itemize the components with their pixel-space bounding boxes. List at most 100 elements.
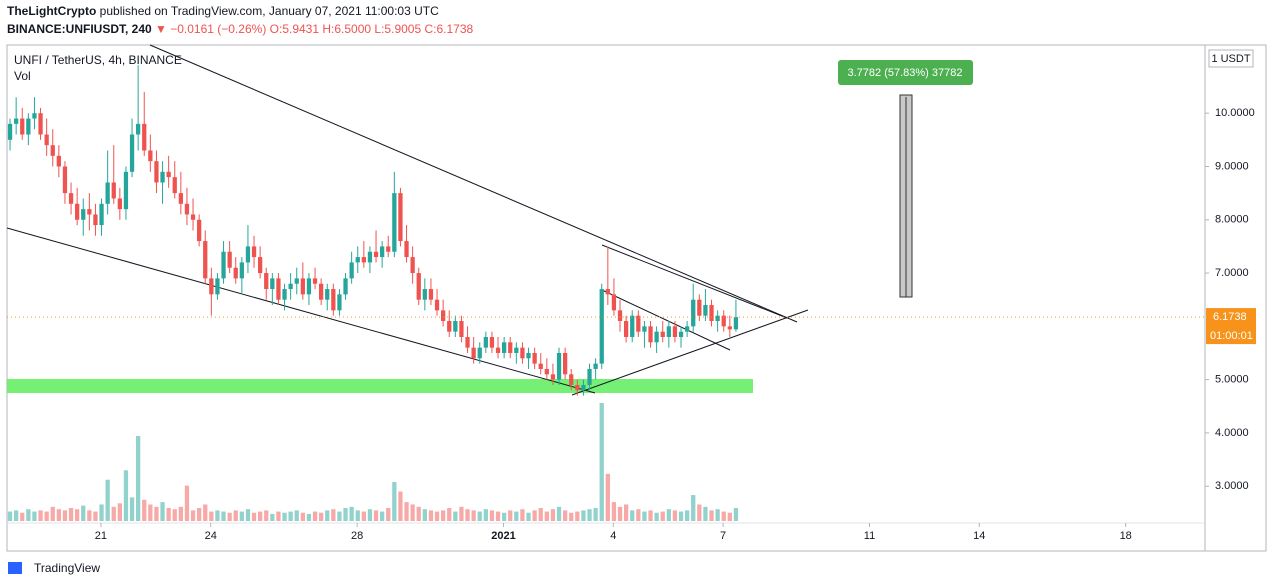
candle-body: [691, 299, 696, 327]
candle-body: [117, 198, 122, 210]
author: TheLightCrypto: [7, 4, 97, 18]
candle-body: [270, 278, 275, 290]
candle-body: [276, 278, 281, 300]
volume-bar: [349, 506, 354, 521]
volume-bar: [32, 511, 37, 521]
volume-bar: [282, 512, 287, 521]
volume-bar: [392, 482, 397, 521]
candle-body: [56, 155, 61, 167]
candle-body: [569, 374, 574, 385]
volume-bar: [148, 504, 153, 521]
chart-frame: [6, 44, 1267, 552]
candle-body: [538, 363, 543, 369]
candle-body: [215, 278, 220, 295]
candle-body: [386, 246, 391, 252]
support-zone: [7, 379, 753, 393]
candle-body: [501, 342, 507, 353]
candle-body: [630, 315, 635, 337]
candle-body: [251, 246, 257, 258]
header-line: TheLightCrypto published on TradingView.…: [7, 4, 439, 18]
volume-bar: [38, 510, 43, 521]
volume-bar: [361, 511, 366, 521]
candle-body: [380, 246, 385, 258]
candle-body: [678, 331, 684, 337]
volume-bar: [532, 510, 537, 521]
trendline: [601, 289, 731, 351]
candle-body: [514, 347, 519, 353]
volume-bar: [123, 470, 129, 521]
y-tick-label: 10.0000: [1215, 107, 1255, 119]
candle-body: [508, 342, 513, 353]
candle-body: [727, 326, 732, 330]
volume-bar: [422, 509, 427, 521]
measure-box: [838, 60, 973, 85]
volume-bar: [538, 508, 543, 521]
volume-bar: [166, 508, 171, 521]
volume-bar: [154, 506, 159, 521]
volume-bar: [508, 510, 513, 521]
candle-body: [14, 118, 19, 124]
candle-body: [148, 150, 153, 162]
candle-body: [221, 251, 226, 279]
volume-bar: [56, 509, 61, 521]
volume-bar: [172, 509, 177, 521]
volume-bar: [178, 506, 183, 521]
candle-body: [331, 289, 336, 311]
candle-body: [81, 209, 86, 220]
y-tick-label: 3.0000: [1215, 480, 1249, 492]
volume-bar: [197, 508, 202, 521]
volume-bar: [117, 503, 122, 521]
candle-body: [495, 347, 501, 353]
candle-body: [337, 294, 342, 311]
candle-body: [184, 203, 190, 215]
brand: TradingView: [34, 561, 100, 575]
volume-bar: [184, 485, 190, 521]
volume-bar: [605, 473, 610, 521]
trendline: [601, 244, 788, 319]
volume-bar: [209, 511, 214, 521]
candle-body: [642, 326, 647, 332]
candle-body: [392, 193, 397, 252]
volume-bar: [648, 510, 653, 521]
candle-body: [666, 326, 671, 337]
candle-body: [190, 214, 196, 220]
volume-bar: [623, 504, 629, 521]
volume-bar: [581, 510, 586, 521]
volume-bar: [562, 510, 568, 521]
candle-body: [44, 134, 49, 146]
volume-bar: [434, 511, 440, 521]
volume-bar: [288, 511, 293, 521]
volume-bar: [587, 509, 592, 521]
candle-body: [416, 273, 421, 300]
volume-bar: [526, 512, 531, 521]
volume-bar: [75, 509, 80, 521]
candle-body: [172, 177, 177, 194]
volume-bar: [691, 495, 696, 521]
unit-label: 1 USDT: [1211, 53, 1250, 65]
candle-body: [404, 241, 409, 258]
volume-bar: [160, 502, 165, 521]
candle-body: [154, 161, 159, 183]
symbol: BINANCE:UNFIUSDT, 240: [7, 22, 152, 36]
volume-bar: [270, 513, 275, 521]
candle-body: [245, 246, 251, 263]
ohlc-l: L:5.9005: [374, 22, 422, 36]
volume-bar: [404, 502, 409, 521]
candle-body: [526, 352, 531, 359]
candle-body: [319, 283, 324, 300]
volume-bar: [367, 509, 373, 521]
volume-bar: [233, 510, 238, 521]
candle-body: [709, 305, 714, 322]
volume-bar: [678, 511, 684, 521]
volume-bar: [483, 509, 488, 521]
candle-body: [239, 262, 244, 279]
volume-bar: [471, 510, 476, 521]
volume-bar: [630, 510, 635, 521]
x-tick-label: 11: [864, 530, 875, 542]
x-tick-label: 14: [973, 530, 985, 542]
candle-body: [489, 336, 495, 348]
volume-bar: [733, 508, 739, 521]
x-tick-label: 28: [351, 530, 363, 542]
symbol-line: BINANCE:UNFIUSDT, 240 ▼ −0.0161 (−0.26%)…: [7, 22, 473, 36]
